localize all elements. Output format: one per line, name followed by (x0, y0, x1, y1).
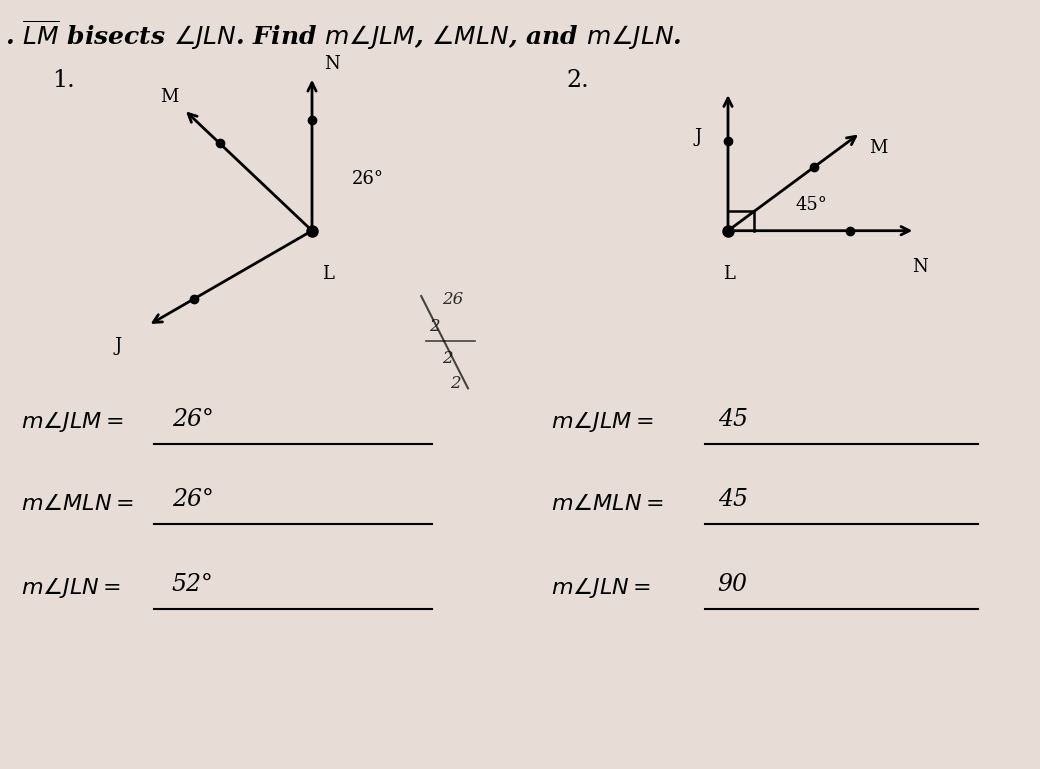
Text: L: L (322, 265, 334, 283)
Text: 26°: 26° (352, 171, 384, 188)
Text: 2.: 2. (567, 69, 590, 92)
Text: L: L (723, 265, 734, 283)
Text: 1.: 1. (52, 69, 75, 92)
Text: N: N (912, 258, 929, 275)
Text: M: M (868, 139, 887, 157)
Text: 26: 26 (442, 291, 463, 308)
Text: 45°: 45° (796, 196, 828, 214)
Text: J: J (114, 337, 122, 355)
Text: J: J (695, 128, 702, 146)
Text: $m\angle JLN=$: $m\angle JLN=$ (21, 574, 121, 600)
Text: N: N (324, 55, 340, 73)
Text: 45: 45 (718, 488, 748, 511)
Text: $m\angle MLN=$: $m\angle MLN=$ (21, 493, 133, 515)
Text: . $\overline{LM}$ bisects $\angle JLN$. Find $m\angle JLM$, $\angle MLN$, and $m: . $\overline{LM}$ bisects $\angle JLN$. … (5, 19, 682, 52)
Text: $m\angle JLN=$: $m\angle JLN=$ (551, 574, 651, 600)
Text: 2: 2 (450, 375, 461, 392)
Text: 2: 2 (442, 350, 452, 367)
Text: 90: 90 (718, 573, 748, 596)
Text: 52°: 52° (172, 573, 213, 596)
Text: 2: 2 (430, 318, 440, 335)
Text: 26°: 26° (172, 488, 213, 511)
Text: $m\angle MLN=$: $m\angle MLN=$ (551, 493, 664, 515)
Text: 45: 45 (718, 408, 748, 431)
Text: $m\angle JLM=$: $m\angle JLM=$ (551, 409, 653, 434)
Text: 26°: 26° (172, 408, 213, 431)
Text: $m\angle JLM=$: $m\angle JLM=$ (21, 409, 123, 434)
Text: M: M (160, 88, 179, 105)
